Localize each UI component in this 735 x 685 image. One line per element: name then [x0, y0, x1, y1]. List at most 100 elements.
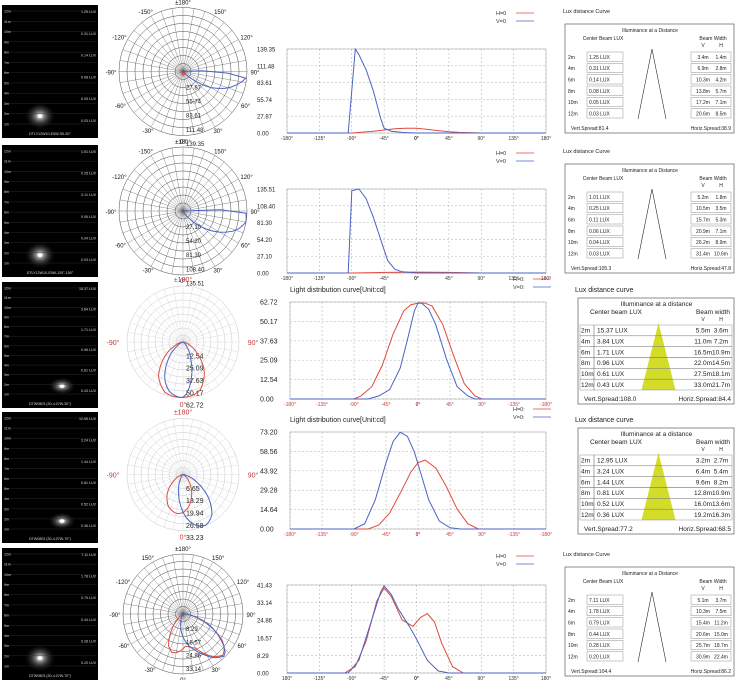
polar-spoke: [122, 188, 184, 212]
polar-spoke: [160, 210, 184, 272]
lux-distance: 2m: [568, 195, 575, 201]
lux-width-cell: [690, 237, 732, 247]
polar-angle-label: 60°: [241, 104, 251, 110]
polar-spoke: [173, 419, 184, 475]
thumbnail-scale-label: 9m: [4, 315, 9, 319]
polar-spoke: [162, 557, 184, 615]
lux-center-value: 0.81 LUX: [597, 490, 625, 497]
lux-col-beam: Beam width: [696, 439, 730, 446]
legend-h-label: H=0: [496, 151, 506, 157]
beam-cone: [637, 188, 667, 260]
polar-ring-value: 83.61: [186, 114, 202, 120]
thumbnail-scale-label: 2m: [4, 517, 9, 521]
polar-angle-label: -30°: [142, 269, 154, 275]
polar-spoke: [182, 71, 244, 94]
lux-beam-v: 33.0m: [694, 382, 712, 389]
x-tick-label: -90°: [347, 136, 356, 142]
thumbnail-lux-label: 0.25 LUX: [81, 172, 97, 176]
thumbnail-scale-label: 7m: [4, 61, 9, 65]
x-tick-label: -180°: [281, 276, 293, 282]
lux-beam-h: 8.5m: [715, 112, 726, 118]
polar-spoke: [182, 455, 236, 475]
lux-caption: Lux distance curve: [575, 417, 633, 424]
lux-value-cell: [586, 51, 624, 62]
x-tick-label: -180°: [281, 136, 293, 142]
polar-spoke: [182, 341, 236, 362]
beam-thumbnail: 12m 11m 10m 9m 8m 7m 6m 5m 4m 3m 2m 1m 12.95 LUX 3.24…: [2, 412, 98, 543]
x-tick-label: 45°: [445, 676, 453, 680]
lux-row-cell: [593, 378, 733, 391]
lux-row: 6m 0.14 LUX 10.3m 4.2m: [568, 74, 732, 85]
lux-caption: Lux distance Curve: [563, 552, 610, 558]
thumbnail-scale-label: 8m: [4, 457, 9, 461]
polar-angle-label: 90°: [250, 210, 260, 216]
polar-angle-label: 90°: [248, 472, 259, 480]
polar-ring-value: 139.35: [186, 142, 205, 148]
lux-beam-h: 18.1m: [712, 371, 730, 378]
lux-center-value: 0.52 LUX: [597, 501, 625, 508]
polar-spoke: [182, 613, 194, 674]
thumbnail-scale-label: 4m: [4, 231, 9, 235]
y-tick-label: 81.30: [257, 221, 273, 227]
polar-spoke: [182, 210, 244, 234]
lux-caption: Lux distance Curve: [563, 149, 610, 155]
polar-angle-label: -30°: [144, 668, 156, 674]
polar-spoke: [122, 71, 184, 94]
polar-angle-label: 150°: [214, 10, 227, 16]
polar-ring-value: 24.86: [186, 654, 202, 660]
lux-distance: 2m: [568, 598, 575, 604]
lux-value-cell: [586, 203, 624, 213]
polar-diagram: ±180° 150° 150° -120° 120° -90° 90° -60° 60° -30°…: [109, 547, 256, 685]
beam-hotspot: [37, 253, 43, 257]
polar-spoke: [182, 71, 225, 121]
polar-angle-label: ±180°: [174, 276, 193, 284]
thumbnail-lux-label: 0.79 LUX: [81, 596, 97, 600]
thumbnail-lux-label: 0.04 LUX: [81, 236, 97, 240]
x-tick-label: 0°: [414, 136, 419, 142]
lux-center-value: 0.04 LUX: [589, 240, 611, 246]
thumbnail-scale-label: 2m: [4, 251, 9, 255]
beam-thumbnail: 12m 11m 10m 9m 8m 7m 6m 5m 4m 3m 2m 1m 1.25 LUX 0.31 …: [2, 5, 98, 138]
thumbnail-lux-label: 0.11 LUX: [81, 193, 96, 197]
polar-spoke: [182, 341, 193, 398]
series-line-v: [290, 302, 546, 400]
lux-center-value: 0.08 LUX: [589, 89, 611, 95]
lux-distance: 6m: [581, 349, 590, 356]
thumbnail-scale-label: 10m: [4, 30, 11, 34]
polar-spoke: [150, 155, 184, 212]
thumbnail-scale-label: 11m: [4, 296, 11, 300]
polar-angle-label: 120°: [237, 580, 250, 586]
polar-spoke: [182, 305, 227, 343]
polar-spoke: [182, 289, 203, 343]
polar-angle-label: 0°: [180, 140, 186, 146]
lux-title: Illuminance at a distance: [621, 301, 693, 308]
lux-beam-h: 22.4m: [714, 655, 728, 661]
thumbnail-scale-label: 8m: [4, 190, 9, 194]
y-tick-label: 54.20: [257, 238, 273, 244]
thumbnail-lux-label: 1.71 LUX: [81, 328, 97, 332]
x-tick-label: 90°: [477, 276, 485, 282]
polar-angle-label: 120°: [240, 175, 253, 181]
lux-distance: 8m: [568, 229, 575, 235]
polar-angle-label: -90°: [109, 613, 121, 619]
thumbnail-caption: DTW0803 (30-4.07W-30°): [29, 402, 71, 406]
lux-center-value: 1.01 LUX: [589, 195, 611, 201]
lux-distance: 2m: [581, 458, 590, 465]
y-tick-label: 29.28: [260, 488, 278, 495]
y-tick-label: 62.72: [260, 300, 278, 307]
thumbnail-scale-label: 10m: [4, 306, 11, 310]
lux-beam-v: 11.0m: [694, 338, 712, 345]
lux-beam-v: 27.5m: [694, 371, 712, 378]
lux-center-value: 0.96 LUX: [597, 360, 625, 367]
distribution-chart: 41.43 33.14 24.86 16.57 8.29 0.00 180° -135° -90…: [257, 554, 551, 682]
polar-ring-value: 55.74: [186, 100, 202, 106]
lux-row: 6m 0.11 LUX 15.7m 5.3m: [568, 214, 732, 225]
lux-row: 12m 0.03 LUX 31.4m 10.6m: [568, 248, 732, 259]
lux-col-center: Center Beam LUX: [583, 579, 624, 585]
polar-spoke: [136, 575, 184, 615]
thumbnail-scale-label: 8m: [4, 51, 9, 55]
polar-spoke: [172, 554, 184, 615]
lux-width-cell: [690, 97, 732, 107]
polar-spoke: [182, 293, 212, 343]
polar-spoke: [182, 71, 206, 132]
